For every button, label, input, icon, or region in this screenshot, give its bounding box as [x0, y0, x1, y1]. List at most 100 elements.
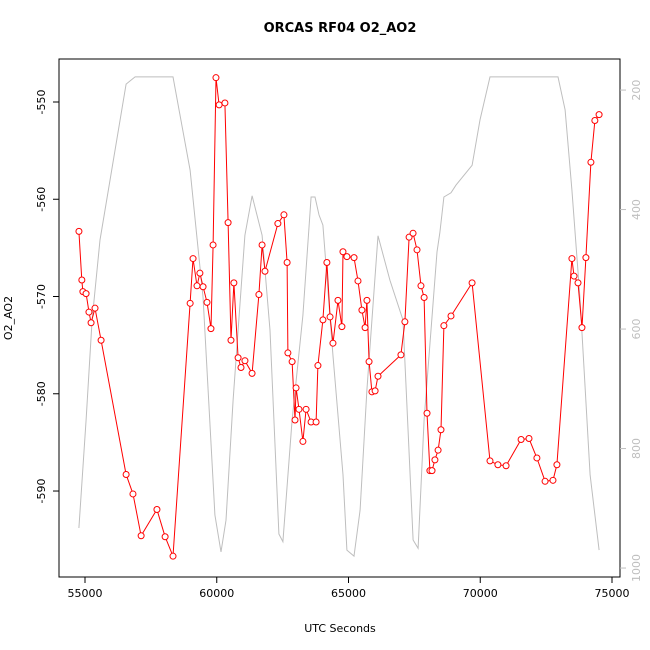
data-point: [582, 254, 590, 262]
data-point: [431, 456, 439, 464]
data-point: [329, 339, 337, 347]
data-point: [420, 293, 428, 301]
data-point: [78, 276, 86, 284]
data-point: [314, 362, 322, 370]
data-point: [227, 336, 235, 344]
data-point: [397, 351, 405, 359]
data-point: [570, 272, 578, 280]
x-tick-label: 55000: [68, 587, 103, 600]
data-point: [361, 324, 369, 332]
data-point: [486, 457, 494, 465]
data-point: [91, 304, 99, 312]
data-point: [374, 372, 382, 380]
data-point: [207, 325, 215, 333]
y2-tick-label: 1000: [630, 554, 643, 582]
data-point: [161, 533, 169, 541]
plot-frame: [58, 58, 621, 578]
data-point: [261, 267, 269, 275]
y2-tick-label: 400: [630, 199, 643, 220]
data-point: [186, 299, 194, 307]
data-point: [97, 336, 105, 344]
data-point: [215, 101, 223, 109]
data-point: [85, 308, 93, 316]
y2-tick-label: 600: [630, 319, 643, 340]
x-tick-label: 60000: [199, 587, 234, 600]
data-point: [292, 384, 300, 392]
data-point: [409, 229, 417, 237]
data-point: [224, 219, 232, 227]
data-point: [363, 296, 371, 304]
x-tick-label: 75000: [594, 587, 629, 600]
y-tick-label: -560: [35, 187, 48, 212]
data-point: [401, 318, 409, 326]
data-point: [193, 282, 201, 290]
data-point: [212, 74, 220, 82]
data-point: [595, 111, 603, 119]
data-point: [358, 306, 366, 314]
data-point: [280, 211, 288, 219]
data-point: [319, 316, 327, 324]
data-point: [288, 358, 296, 366]
data-point: [241, 357, 249, 365]
data-point: [323, 258, 331, 266]
y-tick-label: -550: [35, 90, 48, 115]
data-point: [326, 313, 334, 321]
data-point: [82, 290, 90, 298]
data-point: [129, 490, 137, 498]
data-point: [350, 254, 358, 262]
data-point: [169, 552, 177, 560]
data-point: [437, 426, 445, 434]
data-point: [413, 246, 421, 254]
data-point: [417, 282, 425, 290]
data-point: [517, 435, 525, 443]
data-point: [283, 258, 291, 266]
data-point: [343, 253, 351, 261]
data-point: [440, 322, 448, 330]
data-point: [153, 506, 161, 514]
data-point: [299, 437, 307, 445]
x-axis-label: UTC Seconds: [304, 622, 376, 635]
y-axis-label: O2_AO2: [2, 296, 15, 340]
data-point: [468, 279, 476, 287]
y2-tick-label: 200: [630, 80, 643, 101]
y2-tick-label: 800: [630, 438, 643, 459]
y-tick-label: -570: [35, 284, 48, 309]
data-point: [284, 349, 292, 357]
data-point: [502, 462, 510, 470]
data-point: [302, 405, 310, 413]
data-point: [494, 461, 502, 469]
data-point: [354, 277, 362, 285]
data-point: [587, 158, 595, 166]
series-line: [78, 76, 600, 558]
data-point: [189, 255, 197, 263]
data-point: [122, 470, 130, 478]
x-tick-label: 65000: [331, 587, 366, 600]
data-point: [578, 324, 586, 332]
data-point: [447, 312, 455, 320]
data-point: [339, 248, 347, 256]
series-line: [78, 77, 600, 557]
data-point: [199, 283, 207, 291]
data-point: [291, 416, 299, 424]
data-point: [248, 369, 256, 377]
data-point: [553, 461, 561, 469]
data-point: [591, 116, 599, 124]
data-point: [274, 220, 282, 228]
data-point: [533, 454, 541, 462]
data-point: [525, 435, 533, 443]
data-point: [428, 467, 436, 475]
data-point: [541, 477, 549, 485]
data-point: [137, 532, 145, 540]
data-point: [87, 319, 95, 327]
data-point: [75, 227, 83, 235]
data-point: [234, 354, 242, 362]
data-point: [312, 418, 320, 426]
data-point: [338, 323, 346, 331]
data-point: [549, 476, 557, 484]
data-point: [196, 269, 204, 277]
data-point: [423, 409, 431, 417]
chart-title: ORCAS RF04 O2_AO2: [264, 21, 417, 36]
data-point: [237, 364, 245, 372]
x-tick-label: 70000: [463, 587, 498, 600]
